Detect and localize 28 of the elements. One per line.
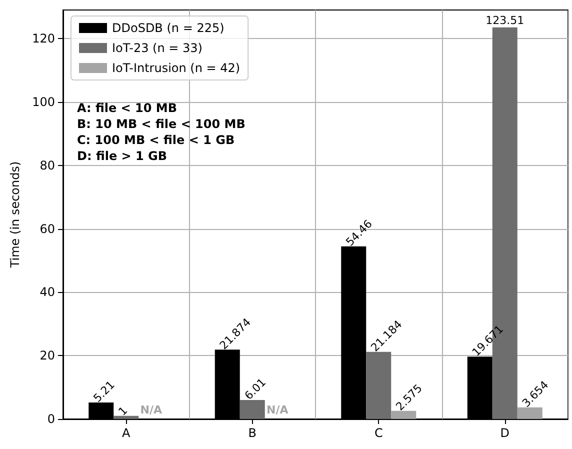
y-tick-label: 0	[47, 412, 55, 426]
bar	[240, 400, 265, 419]
bar	[114, 416, 139, 419]
annotation: B: 10 MB < file < 100 MB	[77, 117, 246, 131]
x-tick-label: B	[248, 426, 256, 440]
bar	[391, 410, 416, 419]
annotation: A: file < 10 MB	[77, 101, 178, 115]
y-tick-label: 20	[40, 348, 55, 363]
annotation: D: file > 1 GB	[77, 149, 168, 163]
y-tick-label: 80	[40, 158, 55, 172]
y-tick-label: 60	[40, 222, 55, 236]
bar	[517, 407, 542, 419]
y-tick-label: 120	[32, 32, 55, 46]
x-tick-label: C	[374, 426, 383, 440]
bar	[366, 352, 392, 419]
legend-label: DDoSDB (n = 225)	[112, 21, 224, 35]
y-axis-title: Time (in seconds)	[8, 161, 22, 269]
data-label: 1	[116, 404, 130, 418]
legend-label: IoT-23 (n = 33)	[112, 41, 202, 55]
y-tick-label: 100	[32, 94, 55, 109]
legend-label: IoT-Intrusion (n = 42)	[112, 61, 240, 75]
text: N/A	[266, 404, 288, 416]
y-tick-label: 40	[40, 285, 55, 300]
annotation: C: 100 MB < file < 1 GB	[77, 133, 235, 147]
data-label: 123.51	[486, 14, 524, 27]
x-tick-label: D	[500, 426, 510, 440]
x-tick-label: A	[122, 426, 132, 440]
text: N/A	[140, 404, 162, 416]
